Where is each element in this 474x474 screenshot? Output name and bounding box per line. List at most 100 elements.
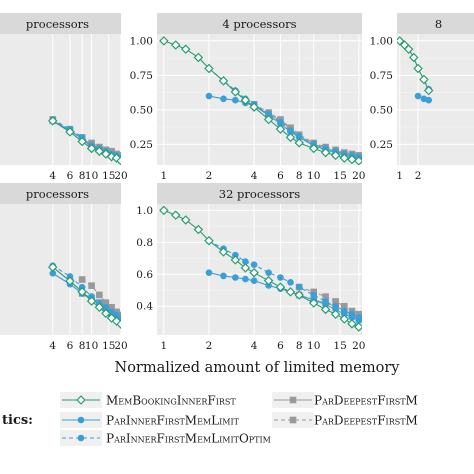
- data-point: [116, 319, 121, 329]
- data-point: [242, 275, 249, 283]
- data-point: [220, 95, 227, 103]
- panel-strip: [157, 13, 362, 34]
- x-tick-label: 6: [277, 340, 284, 352]
- x-tick-label: 4: [49, 170, 56, 182]
- y-tick-label: 0.6: [136, 269, 153, 281]
- data-point: [263, 114, 274, 125]
- x-tick-label: 20: [114, 340, 127, 352]
- plot-background: [157, 34, 362, 165]
- x-tick-label: 2: [415, 170, 422, 182]
- data-point: [347, 319, 357, 329]
- x-tick-label: 4: [251, 170, 258, 182]
- data-point: [320, 147, 331, 158]
- data-point: [332, 298, 339, 305]
- data-point: [330, 309, 341, 319]
- plot-background: [397, 34, 474, 165]
- data-point: [332, 306, 339, 313]
- data-point: [181, 215, 191, 225]
- data-point: [355, 317, 362, 324]
- data-point: [116, 156, 121, 165]
- x-tick-label: 10: [85, 340, 98, 352]
- data-point: [65, 127, 75, 137]
- data-point: [205, 269, 213, 276]
- data-point: [77, 136, 87, 147]
- data-point: [354, 156, 362, 165]
- x-tick-label: 1: [161, 170, 168, 182]
- y-tick-label: 1.0: [136, 205, 153, 217]
- data-point: [220, 272, 227, 280]
- y-tick-label: 0.4: [136, 301, 153, 313]
- plot-background: [0, 34, 121, 165]
- data-point: [310, 291, 318, 299]
- legend-key-marker: [77, 434, 85, 442]
- data-point: [204, 235, 214, 246]
- legend-label: ParInnerFirstMemLimitOptim: [106, 432, 271, 446]
- data-point: [240, 263, 251, 273]
- x-tick-label: 2: [206, 340, 213, 352]
- data-point: [230, 255, 241, 265]
- data-point: [277, 120, 284, 127]
- data-point: [48, 116, 58, 126]
- data-point: [205, 92, 213, 100]
- x-tick-label: 6: [277, 170, 284, 182]
- data-point: [320, 304, 331, 315]
- data-point: [287, 128, 294, 136]
- data-point: [419, 74, 429, 85]
- panel-5: 1 2 4 6 8 10 15 20 0.4 0.6 0.8 1.0 32 processors: [136, 183, 366, 352]
- panel-2: 1 2 4 6 8 10 15 20 0.25 0.50 0.75 1.00 4 processors: [130, 13, 366, 182]
- data-point: [275, 124, 286, 134]
- plot-background: [157, 204, 362, 335]
- data-point: [330, 150, 341, 161]
- x-tick-label: 6: [67, 340, 74, 352]
- data-point: [77, 287, 87, 297]
- data-point: [285, 132, 296, 143]
- legend-entry-5: ParDeepestFirstM: [272, 412, 418, 428]
- data-point: [250, 277, 258, 284]
- data-point: [250, 261, 258, 269]
- data-point: [181, 44, 191, 54]
- data-point: [101, 308, 111, 319]
- legend-entry-3: ParInnerFirstMemLimitOptim: [60, 430, 271, 446]
- data-point: [230, 87, 241, 97]
- series-3: [205, 237, 362, 321]
- data-point: [265, 269, 272, 276]
- x-tick-label: 15: [102, 340, 115, 352]
- data-point: [101, 149, 111, 159]
- y-tick-label: 0.75: [130, 70, 153, 82]
- data-point: [193, 52, 204, 63]
- data-point: [339, 153, 350, 163]
- x-tick-label: 8: [296, 340, 303, 352]
- x-tick-label: 1: [161, 340, 168, 352]
- data-point: [265, 282, 272, 289]
- data-point: [94, 302, 105, 313]
- data-point: [354, 322, 362, 332]
- data-point: [65, 276, 75, 286]
- y-tick-label: 1.00: [370, 35, 393, 47]
- legend-title: tics:: [2, 413, 33, 428]
- x-tick-label: 6: [67, 170, 74, 182]
- data-point: [397, 36, 405, 46]
- series-1: [48, 262, 121, 329]
- x-tick-label: 4: [251, 340, 258, 352]
- data-point: [96, 291, 103, 299]
- x-tick-label: 15: [333, 170, 346, 182]
- data-point: [48, 262, 58, 272]
- gridlines: [397, 34, 474, 165]
- legend-entry-4: ParDeepestFirstM: [272, 392, 418, 408]
- data-point: [308, 298, 319, 308]
- data-point: [414, 92, 422, 100]
- x-tick-label: 8: [79, 340, 86, 352]
- data-point: [249, 102, 259, 112]
- legend-label: ParDeepestFirstM: [314, 414, 418, 428]
- x-tick-label: 10: [307, 170, 320, 182]
- gridlines: [157, 204, 362, 335]
- data-point: [295, 134, 303, 141]
- legend-entry-1: MemBookingInnerFirst: [60, 392, 236, 408]
- data-point: [86, 143, 97, 154]
- legend-label: ParDeepestFirstM: [314, 394, 418, 408]
- data-point: [249, 267, 259, 278]
- data-point: [263, 275, 274, 286]
- x-axis-label: Normalized amount of limited memory: [115, 360, 401, 376]
